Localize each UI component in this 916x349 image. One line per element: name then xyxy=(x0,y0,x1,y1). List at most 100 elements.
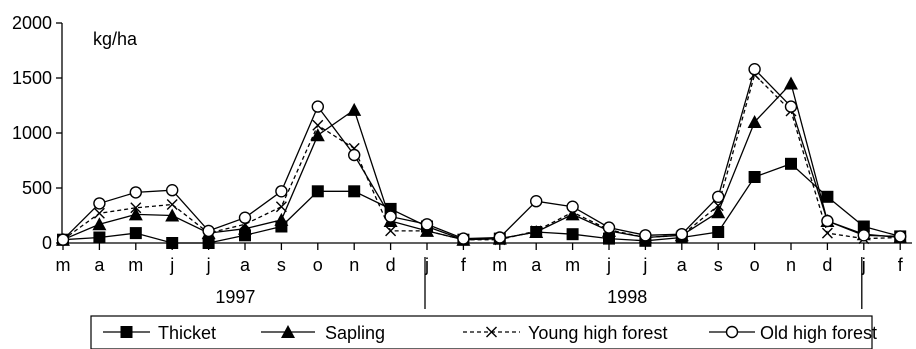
year-labels: 1997 1998 xyxy=(215,257,863,309)
month-label: m xyxy=(565,255,580,275)
y-tick-label: 1500 xyxy=(12,68,52,88)
data-point-cross xyxy=(275,201,287,213)
month-label: j xyxy=(206,255,211,275)
data-point-circle xyxy=(725,325,739,339)
data-point-circle xyxy=(748,62,761,76)
data-point-square xyxy=(311,185,324,198)
month-label: f xyxy=(898,255,904,275)
month-label: j xyxy=(606,255,611,275)
series-line xyxy=(62,82,901,241)
data-point-circle xyxy=(311,100,324,113)
legend-item: Thicket xyxy=(103,323,216,343)
data-point-cross xyxy=(166,199,178,210)
data-point-circle xyxy=(275,185,288,198)
y-tick-label: 500 xyxy=(22,178,52,198)
y-tick-label: 0 xyxy=(42,233,52,253)
series-line xyxy=(62,67,901,241)
y-axis: 0 500 1000 1500 2000 xyxy=(12,13,63,253)
month-label: s xyxy=(277,255,286,275)
month-label: j xyxy=(169,255,174,275)
month-label: d xyxy=(386,255,396,275)
data-point-cross xyxy=(530,225,542,237)
data-point-cross xyxy=(130,202,142,214)
data-point-circle xyxy=(857,229,870,242)
data-point-triangle xyxy=(281,325,295,338)
data-point-square xyxy=(785,157,797,170)
month-label: a xyxy=(240,255,251,275)
data-point-cross xyxy=(93,207,105,219)
data-point-square xyxy=(129,227,142,240)
data-point-triangle xyxy=(165,208,180,222)
legend-label: Old high forest xyxy=(760,323,877,343)
data-point-triangle xyxy=(565,207,580,221)
data-point-square xyxy=(120,326,133,338)
month-label: a xyxy=(677,255,688,275)
data-point-circle xyxy=(238,211,252,224)
data-point-circle xyxy=(894,230,907,243)
month-label: n xyxy=(786,255,796,275)
data-point-triangle xyxy=(784,76,798,90)
data-point-circle xyxy=(639,229,652,242)
month-label: a xyxy=(94,255,105,275)
year-label: 1997 xyxy=(215,287,255,307)
series-line xyxy=(62,73,901,241)
month-label: m xyxy=(56,255,71,275)
data-point-circle xyxy=(566,200,579,213)
legend-label: Sapling xyxy=(325,323,385,343)
data-point-circle xyxy=(530,194,543,208)
data-point-cross xyxy=(486,326,497,338)
data-point-circle xyxy=(712,190,725,204)
month-label: m xyxy=(492,255,507,275)
data-point-circle xyxy=(93,197,106,210)
data-point-cross xyxy=(712,200,724,212)
series-young-high-forest xyxy=(57,69,906,246)
month-label: d xyxy=(822,255,832,275)
unit-label: kg/ha xyxy=(93,29,138,49)
month-label: f xyxy=(461,255,467,275)
series-sapling xyxy=(56,76,908,246)
series-lines xyxy=(56,62,908,249)
month-label: j xyxy=(861,255,866,275)
data-point-circle xyxy=(821,214,834,228)
legend-label: Young high forest xyxy=(528,323,667,343)
y-tick-label: 1000 xyxy=(12,123,52,143)
month-label: s xyxy=(714,255,723,275)
month-label: m xyxy=(128,255,143,275)
data-point-circle xyxy=(165,183,179,197)
data-point-square xyxy=(348,185,361,198)
legend-box xyxy=(90,315,873,349)
month-label: j xyxy=(424,255,429,275)
data-point-triangle xyxy=(128,207,143,221)
data-point-square xyxy=(93,231,106,244)
data-point-triangle xyxy=(310,128,325,142)
data-point-square xyxy=(857,220,870,233)
series-line xyxy=(62,163,901,244)
data-point-cross xyxy=(821,227,833,239)
data-point-circle xyxy=(784,100,798,113)
data-point-circle xyxy=(348,148,361,162)
month-label: o xyxy=(313,255,323,275)
legend: Thicket Sapling Young high forest Old high … xyxy=(90,315,877,349)
legend-item: Young high forest xyxy=(463,323,667,343)
data-point-triangle xyxy=(747,115,762,128)
data-point-square xyxy=(821,190,834,203)
legend-item: Sapling xyxy=(261,323,385,343)
y-tick-label: 2000 xyxy=(12,13,52,33)
data-point-triangle xyxy=(711,205,726,219)
series-old-high-forest xyxy=(56,62,907,246)
data-point-circle xyxy=(493,231,506,244)
data-point-square xyxy=(202,237,215,249)
data-point-triangle xyxy=(92,217,107,231)
data-point-cross xyxy=(312,119,324,131)
month-label: o xyxy=(750,255,760,275)
data-point-circle xyxy=(457,232,470,245)
data-point-circle xyxy=(420,218,434,231)
legend-label: Thicket xyxy=(158,323,216,343)
data-point-cross xyxy=(385,225,397,237)
year-label: 1998 xyxy=(607,287,647,307)
month-label: a xyxy=(531,255,542,275)
data-point-circle xyxy=(384,210,397,223)
data-point-circle xyxy=(202,224,215,238)
